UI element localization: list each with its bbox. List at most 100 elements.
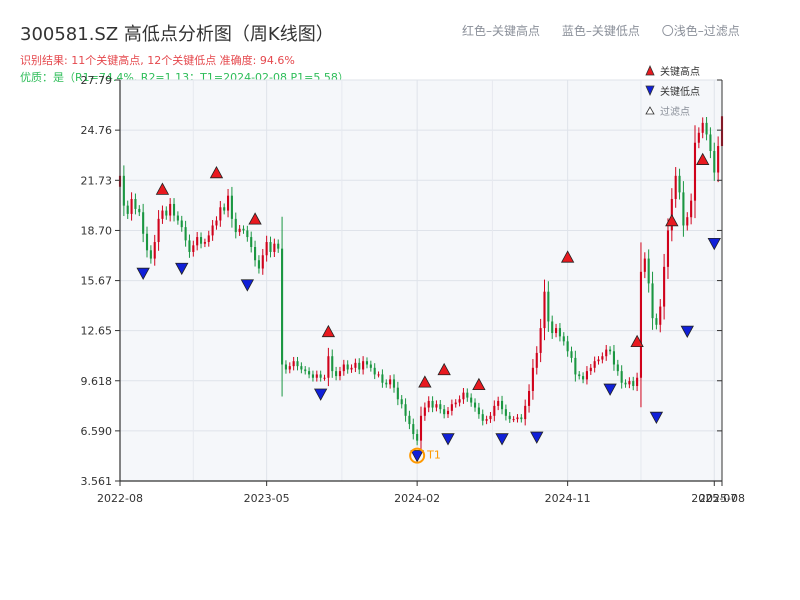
result-summary: 识别结果: 11个关键高点, 12个关键低点 准确度: 94.6% [20, 54, 295, 67]
candle-body [582, 376, 585, 380]
candle-body [184, 227, 187, 241]
candle-body [531, 367, 534, 391]
candle-body [219, 207, 222, 221]
candle-body [674, 175, 677, 199]
y-tick-label: 18.70 [81, 224, 113, 237]
candle-body [134, 198, 137, 209]
candle-body [713, 151, 716, 173]
y-tick-label: 27.79 [81, 74, 113, 87]
candle-body [319, 374, 322, 378]
candle-body [304, 369, 307, 372]
candle-body [122, 175, 125, 206]
candle-body [362, 361, 365, 370]
candle-body [211, 225, 214, 236]
candle-body [242, 228, 245, 231]
candle-body [597, 359, 600, 362]
candle-body [520, 417, 523, 420]
candle-body [308, 371, 311, 375]
candle-body [338, 371, 342, 377]
candle-body [161, 210, 164, 219]
candle-body [570, 351, 573, 358]
candle-body [176, 215, 179, 221]
candle-body [392, 379, 396, 388]
low-triangle-icon [645, 85, 655, 96]
candle-body [130, 198, 133, 214]
candle-body [500, 400, 504, 410]
candle-body [663, 266, 666, 307]
candle-body [142, 212, 145, 234]
candle-body [439, 404, 442, 410]
key-high-marker [209, 165, 224, 179]
candle-body [427, 400, 430, 408]
x-tick-label: 2025-07 [691, 492, 737, 505]
candle-body [643, 258, 646, 272]
candle-body [369, 364, 372, 368]
y-tick-label: 12.65 [81, 325, 113, 338]
candle-body [647, 258, 650, 284]
candle-body [381, 374, 384, 383]
legend-red-label: 红色–关键高点 [462, 24, 541, 38]
candle-body [335, 371, 338, 377]
candle-body [589, 367, 592, 372]
candle-body [443, 409, 446, 415]
candle-body [138, 208, 141, 213]
candle-body [377, 374, 380, 376]
candle-body [149, 250, 152, 259]
candle-body [512, 419, 515, 421]
candle-body [705, 122, 708, 135]
key-low-marker [313, 388, 328, 401]
legend-light-label: 〇浅色–过滤点 [661, 24, 740, 38]
y-tick-label: 15.67 [81, 275, 113, 288]
candle-body [578, 374, 581, 377]
candle-body [454, 402, 457, 405]
candle-body [458, 399, 461, 403]
candle-body [226, 195, 230, 211]
candle-body [273, 243, 276, 252]
t1-label: T1 [426, 449, 441, 462]
key-high-marker [630, 334, 644, 348]
candle-body [342, 364, 345, 372]
candle-body [350, 367, 353, 370]
candle-body [666, 230, 670, 267]
key-high-marker [418, 375, 432, 388]
candle-body [508, 415, 511, 420]
candle-body [539, 328, 542, 353]
candle-body [188, 240, 191, 252]
candle-body [678, 175, 681, 193]
y-tick-label: 6.590 [81, 425, 113, 438]
candle-body [497, 400, 500, 406]
candle-body [423, 407, 426, 416]
candle-body [292, 361, 295, 367]
candle-body [416, 434, 419, 441]
candle-body [686, 217, 689, 226]
candle-body [346, 364, 349, 370]
t1-ring [409, 447, 426, 464]
color-legend: 红色–关键高点 蓝色–关键低点 〇浅色–过滤点 [462, 22, 758, 39]
x-tick-label: 2023-05 [244, 492, 290, 505]
candle-body [153, 242, 156, 259]
key-high-marker [321, 324, 336, 338]
candle-body [389, 379, 392, 385]
candle-body [172, 203, 176, 216]
candle-body [404, 404, 407, 416]
candle-body [180, 220, 183, 228]
key-high-marker [472, 377, 486, 391]
key-low-marker [603, 383, 617, 396]
y-tick-label: 3.561 [81, 475, 113, 488]
candle-body [254, 246, 257, 261]
y-tick-label: 21.73 [81, 174, 113, 187]
legend-filtered-label: 过滤点 [660, 105, 690, 118]
candle-body [435, 404, 438, 408]
chart-title: 300581.SZ 高低点分析图（周K线图） [20, 24, 334, 45]
candle-body [609, 349, 612, 352]
candle-body [620, 371, 623, 383]
key-low-marker [240, 279, 255, 292]
candle-body [524, 405, 527, 420]
candle-body [659, 306, 662, 325]
key-low-marker [175, 262, 189, 276]
candle-body [462, 392, 465, 400]
candle-body [234, 218, 237, 233]
candle-body [207, 235, 210, 243]
candle-body [612, 351, 616, 365]
legend-high-label: 关键高点 [660, 65, 700, 78]
